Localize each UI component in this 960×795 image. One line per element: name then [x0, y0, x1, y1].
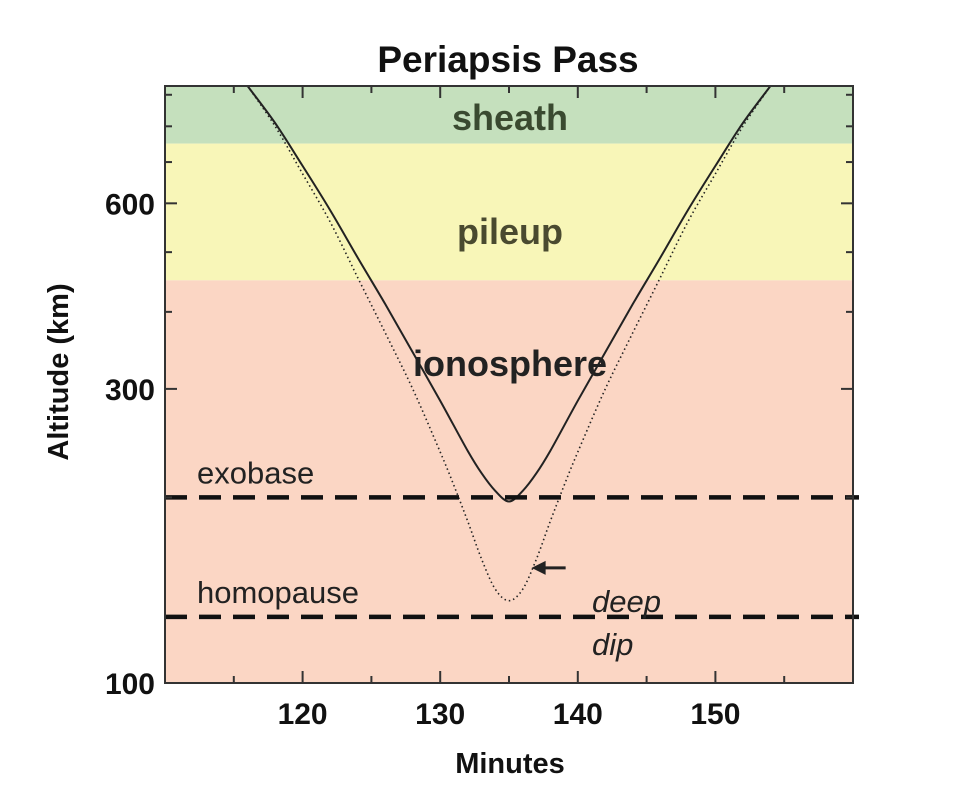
- x-tick-label: 130: [415, 698, 465, 731]
- annotations: deep dip: [531, 560, 661, 662]
- series-deep-dip-line: [246, 86, 772, 602]
- region-label-pileup: pileup: [457, 211, 563, 252]
- y-tick-label: 300: [105, 374, 155, 407]
- chart-title: Periapsis Pass: [377, 39, 638, 80]
- y-tick-label: 100: [105, 668, 155, 701]
- altitude-regions: sheath pileup ionosphere: [165, 86, 853, 683]
- x-axis: 120 130 140 150: [164, 86, 854, 731]
- series-nominal-line: [246, 86, 772, 503]
- refline-label-exobase: exobase: [197, 455, 314, 490]
- x-tick-label: 120: [278, 698, 328, 731]
- x-tick-label: 140: [553, 698, 603, 731]
- region-pileup: [165, 143, 853, 281]
- series-lines: [246, 86, 772, 602]
- region-label-ionosphere: ionosphere: [413, 343, 607, 384]
- y-axis-label: Altitude (km): [43, 283, 75, 460]
- x-tick-label: 150: [690, 698, 740, 731]
- refline-label-homopause: homopause: [197, 575, 359, 610]
- region-label-sheath: sheath: [452, 97, 568, 138]
- annotation-text-deep: deep: [592, 584, 661, 619]
- x-axis-label: Minutes: [455, 748, 565, 780]
- annotation-text-dip: dip: [592, 627, 633, 662]
- reference-lines: exobase homopause: [165, 455, 859, 620]
- y-axis: 100 300 600: [105, 93, 853, 701]
- annotation-arrow-head: [531, 560, 546, 575]
- y-tick-label: 600: [105, 188, 155, 221]
